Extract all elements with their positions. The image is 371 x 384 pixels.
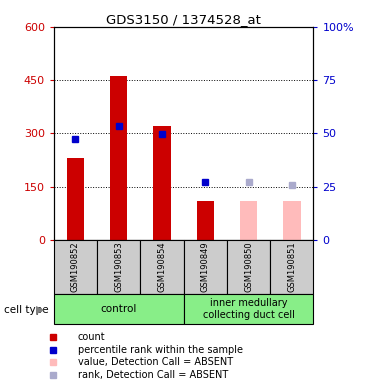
Bar [270,240,313,294]
Bar [184,294,313,324]
Text: control: control [101,304,137,314]
Bar [54,240,97,294]
Bar [197,201,214,240]
Bar [153,126,171,240]
Text: GSM190852: GSM190852 [71,242,80,292]
Bar [184,240,227,294]
Bar [110,76,127,240]
Title: GDS3150 / 1374528_at: GDS3150 / 1374528_at [106,13,261,26]
Text: GSM190849: GSM190849 [201,242,210,292]
Bar [140,240,184,294]
Bar [67,158,84,240]
Bar [240,201,257,240]
Bar [97,240,140,294]
Bar [54,294,184,324]
Text: count: count [78,332,105,342]
Text: value, Detection Call = ABSENT: value, Detection Call = ABSENT [78,358,233,367]
Text: percentile rank within the sample: percentile rank within the sample [78,345,243,355]
Text: GSM190850: GSM190850 [244,242,253,292]
Bar [227,240,270,294]
Bar [283,201,301,240]
Text: ▶: ▶ [36,305,45,315]
Text: rank, Detection Call = ABSENT: rank, Detection Call = ABSENT [78,370,228,380]
Text: inner medullary
collecting duct cell: inner medullary collecting duct cell [203,298,295,320]
Text: GSM190853: GSM190853 [114,242,123,292]
Text: GSM190851: GSM190851 [288,242,296,292]
Text: cell type: cell type [4,305,48,315]
Text: GSM190854: GSM190854 [158,242,167,292]
